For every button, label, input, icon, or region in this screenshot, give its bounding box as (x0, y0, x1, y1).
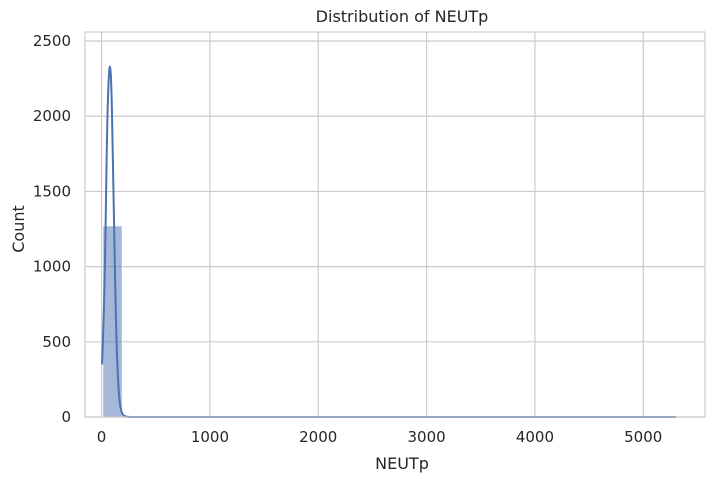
gridlines (85, 32, 705, 418)
kde-line (101, 65, 676, 419)
x-tick-label: 1000 (191, 428, 229, 446)
y-tick-label: 1500 (33, 182, 71, 200)
x-tick-label: 5000 (624, 428, 662, 446)
y-axis-label: Count (9, 205, 28, 253)
plot-frame (84, 31, 706, 418)
y-tick-label: 1000 (33, 258, 71, 276)
x-tick-label: 3000 (407, 428, 445, 446)
histogram-bars (102, 225, 676, 418)
y-tick-label: 2000 (33, 107, 71, 125)
y-tick-label: 0 (61, 408, 71, 426)
x-tick-label: 0 (97, 428, 107, 446)
kde-curve (101, 65, 676, 419)
chart-title: Distribution of NEUTp (316, 7, 489, 26)
x-axis-label: NEUTp (375, 454, 429, 473)
plot-border (84, 31, 706, 418)
x-tick-label: 2000 (299, 428, 337, 446)
y-tick-label: 500 (42, 333, 71, 351)
y-tick-labels: 0 500 1000 1500 2000 2500 (33, 32, 71, 426)
x-tick-labels: 0 1000 2000 3000 4000 5000 (97, 428, 663, 446)
y-tick-label: 2500 (33, 32, 71, 50)
x-tick-label: 4000 (516, 428, 554, 446)
